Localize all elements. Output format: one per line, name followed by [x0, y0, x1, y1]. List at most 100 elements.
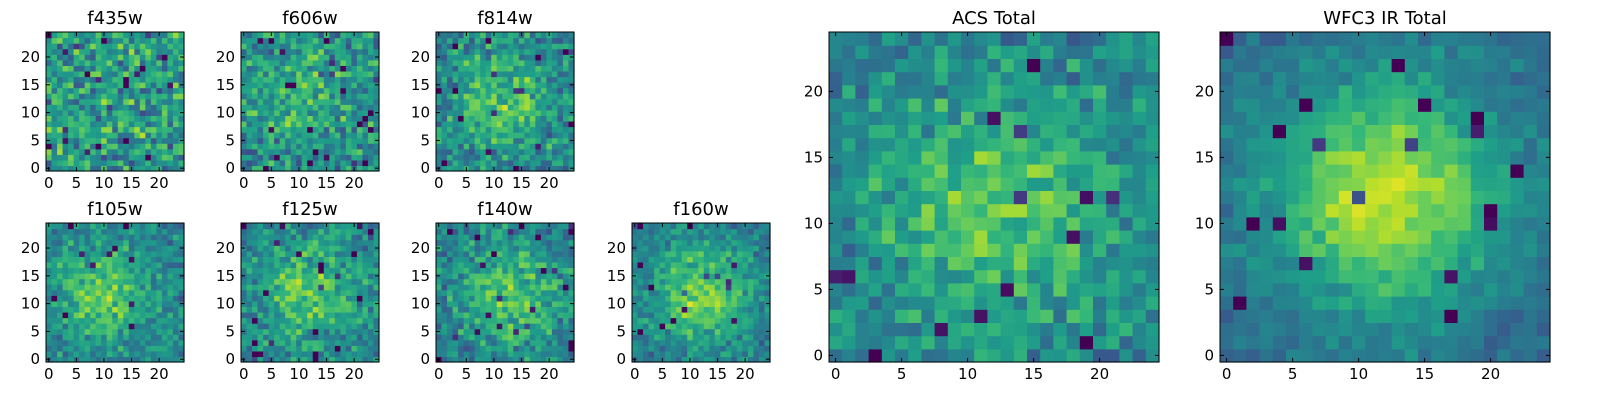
heatmap-cell [51, 32, 58, 39]
heatmap-cell [908, 322, 922, 337]
heatmap-cell [145, 159, 152, 167]
heatmap-cell [474, 32, 481, 39]
heatmap-cell [758, 284, 766, 291]
heatmap-cell [524, 273, 531, 280]
heatmap-cell [546, 98, 553, 105]
heatmap-cell [150, 154, 157, 161]
heatmap-cell [529, 120, 536, 128]
heatmap-cell [161, 278, 169, 285]
heatmap-cell [648, 300, 655, 307]
heatmap-cell [57, 328, 64, 335]
heatmap-cell [436, 159, 443, 167]
heatmap-cell [373, 345, 380, 352]
heatmap-cell [921, 282, 936, 297]
heatmap-cell [139, 228, 146, 235]
heatmap-cell [123, 76, 130, 83]
heatmap-cell [329, 54, 336, 61]
heatmap-cell [117, 245, 124, 252]
heatmap-cell [709, 339, 716, 346]
heatmap-cell [720, 295, 727, 302]
heatmap-cell [441, 245, 448, 252]
heatmap-cell [1079, 296, 1094, 310]
heatmap-cell [747, 350, 755, 358]
heatmap-cell [1066, 322, 1081, 337]
heatmap-cell [356, 137, 364, 144]
heatmap-cell [557, 328, 564, 335]
heatmap-cell [90, 223, 97, 230]
heatmap-cell [318, 54, 325, 61]
heatmap-cell [681, 228, 688, 235]
heatmap-cell [134, 148, 141, 155]
heatmap-cell [112, 273, 119, 280]
heatmap-cell [268, 37, 275, 44]
heatmap-cell [670, 256, 677, 263]
heatmap-cell [496, 239, 503, 246]
heatmap-cell [436, 317, 443, 324]
heatmap-cell [659, 250, 666, 257]
heatmap-cell [987, 256, 1002, 271]
heatmap-cell [947, 256, 962, 271]
heatmap-cell [334, 234, 341, 241]
heatmap-cell [546, 159, 553, 167]
heatmap-cell [112, 143, 119, 150]
heatmap-cell [469, 37, 476, 44]
heatmap-cell [676, 350, 683, 358]
heatmap-cell [709, 261, 716, 269]
heatmap-cell [323, 120, 330, 128]
heatmap-cell [263, 267, 270, 274]
heatmap-cell [167, 104, 174, 111]
heatmap-cell [167, 323, 174, 330]
heatmap-cell [301, 323, 308, 330]
heatmap-cell [551, 48, 559, 55]
heatmap-cell [252, 284, 259, 291]
heatmap-cell [161, 59, 169, 66]
heatmap-cell [367, 70, 375, 78]
heatmap-cell [974, 296, 988, 310]
heatmap-cell [79, 109, 86, 116]
heatmap-cell [496, 317, 503, 324]
heatmap-cell [279, 317, 286, 324]
heatmap-cell [263, 300, 270, 307]
heatmap-cell [362, 126, 369, 133]
heatmap-cell [529, 267, 536, 274]
heatmap-cell [128, 159, 135, 167]
heatmap-cell [345, 328, 352, 335]
heatmap-cell [654, 256, 661, 263]
heatmap-cell [1053, 269, 1068, 284]
heatmap-cell [57, 278, 64, 285]
heatmap-cell [112, 48, 119, 55]
heatmap-cell [507, 256, 514, 263]
heatmap-cell [106, 54, 113, 61]
heatmap-cell [134, 323, 141, 330]
heatmap-cell [139, 350, 146, 358]
heatmap-cell [742, 295, 749, 302]
heatmap-cell [172, 159, 180, 167]
heatmap-cell [1145, 309, 1160, 323]
heatmap-cell [73, 126, 80, 133]
heatmap-cell [643, 334, 650, 341]
heatmap-cell [654, 334, 661, 341]
heatmap-cell [257, 32, 264, 39]
heatmap-cell [485, 143, 492, 150]
heatmap-cell [373, 261, 380, 269]
heatmap-cell [290, 65, 297, 72]
heatmap-cell [373, 278, 380, 285]
heatmap-cell [934, 177, 949, 191]
heatmap-cell [961, 269, 975, 284]
heatmap-cell [546, 109, 553, 116]
heatmap-cell [150, 345, 157, 352]
heatmap-cell [345, 311, 352, 319]
heatmap-cell [345, 334, 352, 341]
heatmap-cell [57, 143, 64, 150]
heatmap-cell [252, 339, 259, 346]
heatmap-cell [1013, 190, 1028, 205]
heatmap-cell [469, 159, 476, 167]
heatmap-cell [441, 159, 448, 167]
heatmap-cell [101, 334, 108, 341]
heatmap-cell [263, 159, 270, 167]
heatmap-cell [301, 261, 308, 269]
heatmap-cell [156, 109, 163, 116]
heatmap-cell [156, 300, 163, 307]
heatmap-cell [167, 65, 174, 72]
heatmap-cell [1013, 164, 1028, 178]
